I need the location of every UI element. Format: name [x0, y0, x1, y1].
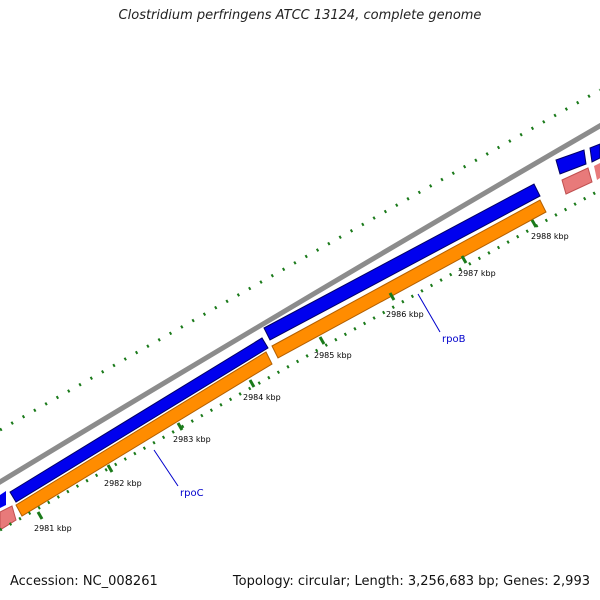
forward-cds-next	[555, 149, 587, 175]
accession-text: Accession: NC_008261	[10, 574, 158, 589]
inner-tick-ring	[0, 188, 600, 532]
kbp-label: 2987 kbp	[458, 269, 496, 278]
reverse-cds-1	[15, 351, 273, 517]
rna-feature-left	[0, 505, 17, 531]
outer-tick-ring	[0, 88, 600, 432]
major-ticks	[36, 219, 538, 520]
forward-cds-rpoC	[9, 337, 269, 503]
backbone	[0, 122, 600, 485]
gene-label-rpoB: rpoB	[442, 334, 466, 345]
gene-label-rpoC: rpoC	[180, 488, 204, 499]
kbp-label: 2984 kbp	[243, 393, 281, 402]
rna-feature-right	[561, 167, 593, 195]
map-title: Clostridium perfringens ATCC 13124, comp…	[118, 8, 482, 23]
reverse-cds-2	[271, 199, 547, 359]
rpoB-leader	[417, 293, 441, 333]
rpoC-leader	[153, 449, 179, 487]
kbp-label: 2982 kbp	[104, 479, 142, 488]
rna-feature-edge	[594, 163, 600, 180]
kbp-label: 2985 kbp	[314, 351, 352, 360]
forward-cds-left-edge	[0, 491, 6, 508]
kbp-label: 2981 kbp	[34, 524, 72, 533]
kbp-label: 2983 kbp	[173, 435, 211, 444]
kbp-label: 2986 kbp	[386, 310, 424, 319]
genome-summary: Topology: circular; Length: 3,256,683 bp…	[232, 574, 590, 589]
forward-cds-edge	[589, 143, 600, 163]
forward-cds-rpoB	[263, 183, 541, 341]
kbp-label: 2988 kbp	[531, 232, 569, 241]
